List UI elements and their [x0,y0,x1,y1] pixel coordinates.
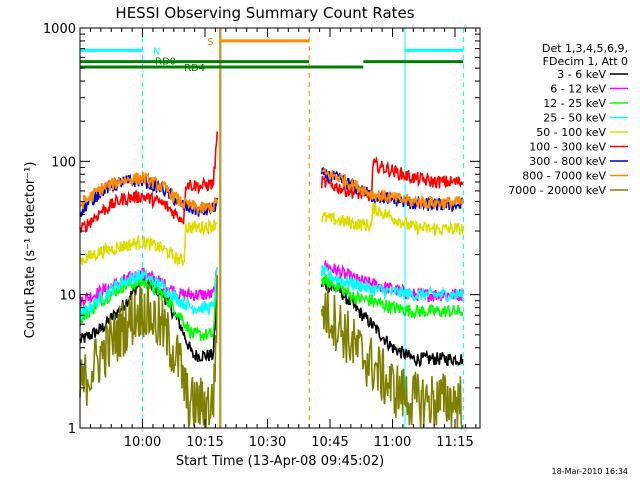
plot-frame [79,27,481,429]
series-line [79,266,218,320]
legend-entry-label: 3 - 6 keV [557,68,606,81]
x-tick-label: 11:15 [436,435,473,450]
series-line [79,275,218,428]
series-line [321,167,464,210]
plot-area: N S RD0 RD4 1 10 100 1000 10:00 10:15 10:30 10:45 11… [43,22,481,450]
flag-label: RD4 [184,63,205,74]
flag-label: RD0 [155,57,176,68]
x-tick-label: 10:30 [249,435,286,450]
legend-entry-label: 50 - 100 keV [536,126,606,139]
y-axis-label: Count Rate (s⁻¹ detector⁻¹) [23,162,38,339]
series-line [320,287,464,431]
legend-header: FDecim 1, Att 0 [543,55,628,68]
series-line [79,267,218,307]
y-tick-label: 1 [68,422,76,437]
legend-entry-label: 7000 - 20000 keV [508,184,606,197]
legend-entry-label: 800 - 7000 keV [522,170,606,183]
legend-entry-label: 300 - 800 keV [529,155,606,168]
y-tick-label: 100 [51,155,76,170]
legend: Det 1,3,4,5,6,9,FDecim 1, Att 03 - 6 keV… [508,42,628,197]
legend-header: Det 1,3,4,5,6,9, [542,42,628,55]
y-tick-label: 1000 [43,22,76,37]
series-line [79,218,218,266]
x-tick-label: 10:00 [124,435,161,450]
x-axis-label: Start Time (13-Apr-08 09:45:02) [176,454,384,469]
series-line [79,131,218,233]
legend-entry-label: 100 - 300 keV [529,141,606,154]
series-line [320,155,464,202]
y-tick-label: 10 [59,289,76,304]
series-line [79,169,218,214]
series-line [320,201,464,237]
legend-entry-label: 25 - 50 keV [543,112,606,125]
legend-entry-label: 12 - 25 keV [543,97,606,110]
series-line [79,274,218,363]
x-tick-label: 10:15 [186,435,223,450]
x-tick-label: 11:00 [374,435,411,450]
flag-label: S [207,37,213,48]
chart-title: HESSI Observing Summary Count Rates [115,4,414,22]
series-line [320,264,464,303]
series-line [320,273,464,320]
legend-entry-label: 6 - 12 keV [550,83,606,96]
flag-label: N [153,46,160,57]
x-tick-label: 10:45 [311,435,348,450]
footer-timestamp: 18-Mar-2010 16:34 [552,467,629,476]
